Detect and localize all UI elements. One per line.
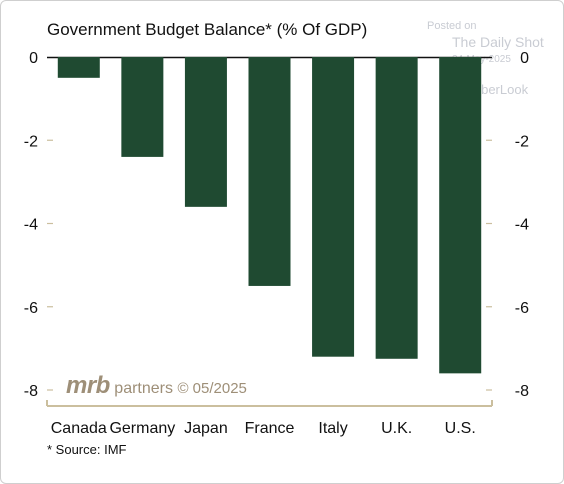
category-label: Germany [109, 420, 175, 437]
y-tick-label-right: -8 [515, 383, 529, 400]
watermark-site: The Daily Shot [452, 34, 544, 50]
y-tick-label-left: -6 [24, 300, 38, 317]
bar-uk [375, 57, 418, 359]
y-tick-label-left: -8 [24, 383, 38, 400]
logo-date: © 05/2025 [177, 380, 247, 397]
y-tick-label-left: 0 [29, 50, 38, 67]
category-label: U.K. [381, 420, 412, 437]
watermark-date: 24-May-2025 [452, 54, 511, 65]
category-label: U.S. [445, 420, 476, 437]
bar-germany [121, 57, 164, 157]
y-tick-label-left: -4 [24, 217, 38, 234]
y-tick-label-right: -2 [515, 133, 529, 150]
bar-canada [57, 57, 100, 78]
logo-mark: mrb [66, 372, 110, 399]
y-tick-label-right: -4 [515, 217, 529, 234]
bar-italy [312, 57, 355, 357]
source-note: * Source: IMF [47, 442, 127, 457]
y-tick-label-right: 0 [520, 50, 529, 67]
bar-us [439, 57, 482, 374]
bar-japan [184, 57, 227, 207]
watermark-posted: Posted on [427, 20, 477, 32]
logo-text: partners [114, 380, 173, 397]
category-label: Italy [318, 420, 347, 437]
category-label: France [245, 420, 295, 437]
category-label: Japan [184, 420, 228, 437]
mrb-partners-logo: mrb partners © 05/2025 [66, 372, 247, 400]
category-label: Canada [51, 420, 107, 437]
chart-title: Government Budget Balance* (% Of GDP) [47, 20, 368, 39]
y-tick-label-left: -2 [24, 133, 38, 150]
y-tick-label-right: -6 [515, 300, 529, 317]
bar-france [248, 57, 291, 286]
